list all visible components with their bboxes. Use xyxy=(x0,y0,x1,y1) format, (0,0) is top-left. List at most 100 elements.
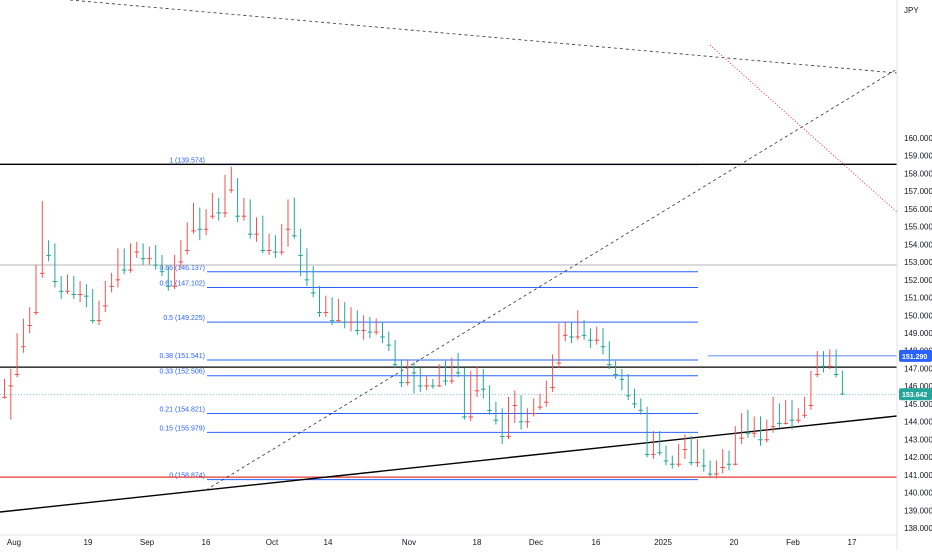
candle xyxy=(569,321,574,343)
x-tick-label: 20 xyxy=(730,538,739,547)
candle xyxy=(65,274,70,295)
fib-level-label: 0.38 (151.541) xyxy=(159,353,205,360)
candle xyxy=(254,217,259,242)
candle xyxy=(166,266,171,291)
candle xyxy=(537,393,543,410)
price-tag-bg xyxy=(899,349,932,362)
y-tick-label: 154.000 xyxy=(904,240,932,249)
candle xyxy=(229,166,234,193)
candle-body xyxy=(663,460,669,462)
candle xyxy=(260,215,266,254)
candle-body xyxy=(317,311,322,313)
candle-body xyxy=(474,390,480,392)
candle-body xyxy=(758,439,763,441)
price-tag-bg xyxy=(899,388,932,401)
candle xyxy=(802,396,807,419)
candle-body xyxy=(52,280,58,282)
y-tick-label: 149.000 xyxy=(904,329,932,338)
candle xyxy=(285,199,291,247)
candle xyxy=(512,390,518,423)
candle xyxy=(644,406,650,458)
candle-body xyxy=(21,346,26,348)
candle-body xyxy=(449,380,455,382)
fib-level-label: 0 (158.874) xyxy=(169,473,205,480)
candle xyxy=(292,197,297,239)
candle xyxy=(783,400,788,425)
price-tags: 153.642 151.290 xyxy=(899,349,932,401)
candle xyxy=(443,360,448,386)
candle xyxy=(796,408,801,423)
y-tick-label: 156.000 xyxy=(904,205,932,214)
candle-body xyxy=(796,419,801,421)
y-tick-label: 158.000 xyxy=(904,169,932,178)
y-tick-label: 153.000 xyxy=(904,258,932,267)
candle xyxy=(625,373,631,401)
x-tick-label: Oct xyxy=(266,538,279,547)
candle-body xyxy=(518,421,524,423)
candle xyxy=(197,207,203,241)
candle xyxy=(707,460,713,477)
candle xyxy=(191,202,196,234)
y-tick-label: 141.000 xyxy=(904,471,932,480)
candle xyxy=(90,289,95,324)
candle-body xyxy=(733,463,738,465)
candle xyxy=(33,264,39,316)
candle xyxy=(821,351,826,373)
candle-body xyxy=(40,272,45,274)
candle xyxy=(411,362,417,394)
candle xyxy=(481,369,486,399)
candle-body xyxy=(720,466,725,468)
candle-body xyxy=(556,362,562,364)
candle xyxy=(336,298,341,322)
candle xyxy=(386,331,392,352)
candle-body xyxy=(197,228,203,230)
y-tick-label: 142.000 xyxy=(904,453,932,462)
candle xyxy=(247,199,253,239)
candle-body xyxy=(575,336,581,338)
candle-body xyxy=(241,215,247,217)
candle xyxy=(827,349,833,370)
candle-body xyxy=(745,432,751,434)
candle xyxy=(8,369,14,420)
candle-body xyxy=(128,269,133,271)
candle xyxy=(279,223,284,255)
candle xyxy=(518,395,524,430)
candle-body xyxy=(84,295,89,297)
candle-body xyxy=(203,228,209,230)
candle xyxy=(147,246,152,265)
candle-body xyxy=(184,249,190,251)
candle xyxy=(695,439,700,467)
candle-body xyxy=(632,403,637,405)
candle xyxy=(720,449,725,474)
candle xyxy=(588,328,593,348)
candle xyxy=(770,396,776,433)
candle-body xyxy=(386,344,392,346)
x-tick-label: 19 xyxy=(84,538,93,547)
y-tick-label: 159.000 xyxy=(904,152,932,161)
candle xyxy=(46,240,51,262)
candle-body xyxy=(191,230,196,232)
candle xyxy=(670,455,675,469)
x-tick-label: Aug xyxy=(7,538,21,547)
candle-body xyxy=(588,339,593,341)
candle xyxy=(27,307,32,334)
x-tick-label: Feb xyxy=(786,538,800,547)
candle-body xyxy=(455,372,461,374)
candle-body xyxy=(468,416,473,418)
x-tick-label: 14 xyxy=(324,538,333,547)
candle-body xyxy=(147,258,152,260)
candle-body xyxy=(764,439,770,441)
candle xyxy=(833,349,839,378)
candle xyxy=(638,398,644,415)
candle xyxy=(310,266,316,298)
candle-body xyxy=(153,264,158,266)
candle xyxy=(607,341,612,370)
candle-body xyxy=(210,215,215,217)
candle-body xyxy=(14,373,20,375)
candle xyxy=(241,197,247,221)
candle-body xyxy=(90,320,95,322)
candle-body xyxy=(827,365,833,367)
candle xyxy=(103,280,108,312)
